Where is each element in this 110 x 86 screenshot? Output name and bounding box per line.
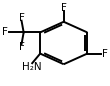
Text: F: F [19, 13, 25, 23]
Text: H₂N: H₂N [22, 62, 41, 72]
Text: F: F [19, 42, 25, 52]
Text: F: F [102, 49, 108, 59]
Text: F: F [2, 27, 8, 37]
Text: F: F [61, 3, 67, 13]
